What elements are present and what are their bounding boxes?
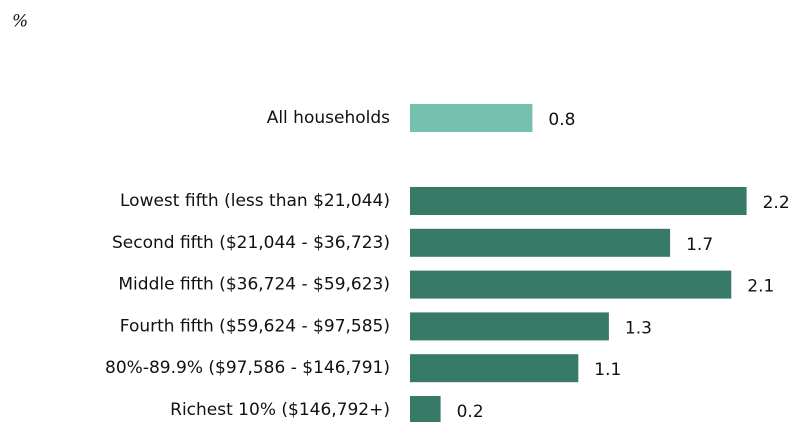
bar <box>410 187 747 215</box>
bar <box>410 354 579 383</box>
value-label: 1.3 <box>625 318 652 338</box>
value-label: 2.1 <box>747 277 774 297</box>
bar <box>410 396 441 422</box>
value-label: 1.7 <box>686 235 713 255</box>
value-label: 1.1 <box>594 360 621 380</box>
value-label: 0.2 <box>457 402 484 422</box>
category-label: Fourth fifth ($59,624 - $97,585) <box>120 316 390 336</box>
value-label: 2.2 <box>763 193 790 213</box>
category-label: All households <box>267 108 390 128</box>
value-label: 0.8 <box>548 110 575 130</box>
category-label: Middle fifth ($36,724 - $59,623) <box>118 275 390 295</box>
category-label: Second fifth ($21,044 - $36,723) <box>112 233 390 253</box>
bar <box>410 312 609 341</box>
category-label: 80%-89.9% ($97,586 - $146,791) <box>105 358 390 378</box>
category-label: Richest 10% ($146,792+) <box>170 400 390 420</box>
unit-label: % <box>12 12 28 32</box>
bar <box>410 270 732 299</box>
bar <box>410 104 533 132</box>
category-label: Lowest fifth (less than $21,044) <box>120 191 390 211</box>
bar <box>410 228 671 257</box>
